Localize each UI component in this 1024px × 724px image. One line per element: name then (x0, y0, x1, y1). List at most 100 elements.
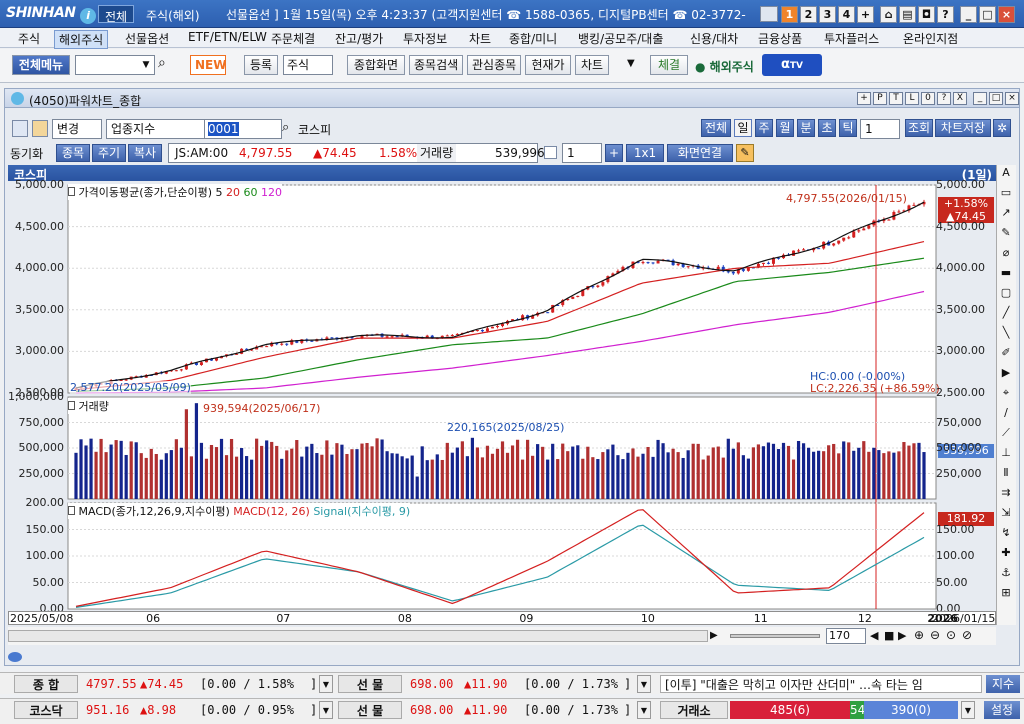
panel-toggle-icon[interactable] (12, 120, 28, 137)
zoom-out-icon[interactable]: ⊖ (930, 628, 941, 642)
period-month-button[interactable]: 월 (776, 119, 794, 137)
stock-type-select[interactable]: 주식 (283, 55, 333, 75)
period-second-button[interactable]: 초 (818, 119, 836, 137)
drawing-tool-icon[interactable]: Ⅱ (1003, 466, 1009, 479)
execution-button[interactable]: 체결 (650, 55, 688, 75)
layout-2-button[interactable]: 2 (800, 6, 817, 23)
chevron-down-icon[interactable]: ▼ (627, 58, 635, 69)
menu-item[interactable]: 주식 (18, 32, 41, 46)
zoom-reset-icon[interactable]: ⊙ (946, 628, 957, 642)
layout-1-button[interactable]: 1 (781, 6, 798, 23)
close-icon[interactable]: × (998, 6, 1015, 23)
drawing-tool-icon[interactable]: ↯ (1001, 526, 1011, 539)
chevron-down-icon[interactable]: ▼ (637, 701, 651, 719)
stop-icon[interactable]: ■ (884, 629, 895, 642)
drawing-tool-icon[interactable]: ↗ (1001, 206, 1011, 219)
watchlist-button[interactable]: 관심종목 (467, 55, 521, 75)
drawing-tool-icon[interactable]: ╲ (1002, 326, 1010, 339)
drawing-tool-icon[interactable]: ⌖ (1002, 386, 1010, 399)
drawing-tool-icon[interactable]: ╱ (1002, 306, 1010, 319)
current-price-button[interactable]: 현재가 (525, 55, 571, 75)
query-button[interactable]: 조회 (905, 119, 933, 137)
tab-overseas-stock[interactable]: 주식(해외) (146, 9, 200, 23)
category-select[interactable]: 업종지수 (106, 119, 206, 139)
news-ticker[interactable]: [이투] "대출은 막히고 이자만 산더미" …속 타는 임 (660, 675, 982, 693)
layout-4-button[interactable]: 4 (838, 6, 855, 23)
minimize-icon[interactable]: _ (960, 6, 977, 23)
zoom-slider[interactable] (730, 634, 820, 638)
menu-item[interactable]: 잔고/평가 (335, 32, 384, 46)
overseas-stock-link[interactable]: ● 해외주식 (695, 60, 754, 74)
horizontal-scrollbar[interactable] (8, 630, 708, 642)
menu-item[interactable]: 주문체결 (271, 32, 316, 46)
chevron-down-icon[interactable]: ▼ (319, 675, 333, 693)
drawing-tool-icon[interactable]: ⇉ (1001, 486, 1011, 499)
ratio-button[interactable]: 1x1 (626, 144, 664, 162)
drawing-tool-icon[interactable]: A (1002, 166, 1010, 179)
sync-stock-button[interactable]: 종목 (56, 144, 90, 162)
drawing-tool-icon[interactable]: ✎ (1001, 226, 1011, 239)
sync-period-button[interactable]: 주기 (92, 144, 126, 162)
help-icon[interactable]: ? (937, 6, 954, 23)
code-input[interactable]: 0001 (204, 119, 282, 139)
layout-count-select[interactable]: 1 (562, 143, 602, 163)
drawing-tool-icon[interactable]: ⟋ (1002, 426, 1010, 439)
period-tick-button[interactable]: 틱 (839, 119, 857, 137)
add-icon[interactable]: + (857, 92, 871, 105)
expand-icon[interactable] (8, 652, 22, 662)
add-panel-icon[interactable]: + (605, 144, 623, 162)
zero-icon[interactable]: 0 (921, 92, 935, 105)
menu-item[interactable]: 뱅킹/공모주/대출 (578, 32, 664, 46)
maximize-icon[interactable]: □ (979, 6, 996, 23)
lock-icon[interactable]: ◘ (918, 6, 935, 23)
drawing-tool-icon[interactable]: ▭ (1000, 186, 1012, 199)
menu-item[interactable]: 신용/대차 (690, 32, 739, 46)
settings-gear-icon[interactable]: ✲ (993, 119, 1011, 137)
screen-number-input[interactable] (75, 55, 155, 75)
prev-icon[interactable]: ◀ (870, 629, 879, 642)
pen-icon[interactable]: ✎ (736, 144, 754, 162)
drawing-tool-icon[interactable]: ⇲ (1001, 506, 1011, 519)
text-icon[interactable]: T (889, 92, 903, 105)
scroll-right-icon[interactable]: ▶ (710, 630, 718, 641)
menu-item[interactable]: 투자정보 (403, 32, 448, 46)
home-icon[interactable]: ⌂ (880, 6, 897, 23)
settings-button[interactable]: 설정 (984, 701, 1020, 719)
menu-item[interactable]: 금융상품 (758, 32, 803, 46)
stock-search-button[interactable]: 종목검색 (409, 55, 463, 75)
register-button[interactable]: 등록 (244, 55, 278, 75)
index-button[interactable]: 지수 (986, 675, 1020, 693)
menu-item[interactable]: ETF/ETN/ELW (188, 30, 267, 44)
drawing-tool-icon[interactable]: ▶ (1001, 366, 1011, 379)
sync-copy-button[interactable]: 복사 (128, 144, 162, 162)
drawing-tool-icon[interactable]: ▬ (1000, 266, 1012, 279)
period-minute-button[interactable]: 분 (797, 119, 815, 137)
drawing-tool-icon[interactable]: ⊥ (1001, 446, 1011, 459)
link-icon[interactable]: L (905, 92, 919, 105)
help-icon[interactable]: ? (937, 92, 951, 105)
period-count-select[interactable]: 1 (860, 119, 900, 139)
period-all-button[interactable]: 전체 (701, 119, 731, 137)
layout-add-button[interactable]: + (857, 6, 874, 23)
drawing-tool-icon[interactable]: ⊞ (1001, 586, 1011, 599)
all-menu-button[interactable]: 전체메뉴 (12, 55, 70, 75)
pin-icon[interactable]: P (873, 92, 887, 105)
menu-item[interactable]: 종합/미니 (509, 32, 558, 46)
chevron-down-icon[interactable]: ▼ (319, 701, 333, 719)
menu-item[interactable]: 해외주식 (54, 30, 109, 49)
menu-item[interactable]: 투자플러스 (824, 32, 880, 46)
tab-all[interactable]: 전체 (98, 5, 135, 24)
new-badge[interactable]: NEW (190, 55, 226, 75)
layout-3-button[interactable]: 3 (819, 6, 836, 23)
tv-button[interactable]: αTV (762, 54, 822, 76)
drawing-tool-icon[interactable]: ✐ (1001, 346, 1011, 359)
minimize-icon[interactable]: _ (973, 92, 987, 105)
period-week-button[interactable]: 주 (755, 119, 773, 137)
zoom-fit-icon[interactable]: ⊘ (962, 628, 973, 642)
change-select[interactable]: 변경 (52, 119, 102, 139)
drawing-tool-icon[interactable]: ⌀ (1002, 246, 1010, 259)
period-day-button[interactable]: 일 (734, 119, 752, 137)
zoom-input[interactable]: 170 (826, 628, 866, 644)
chevron-down-icon[interactable]: ▼ (142, 60, 150, 70)
drawing-tool-icon[interactable]: ✚ (1001, 546, 1011, 559)
